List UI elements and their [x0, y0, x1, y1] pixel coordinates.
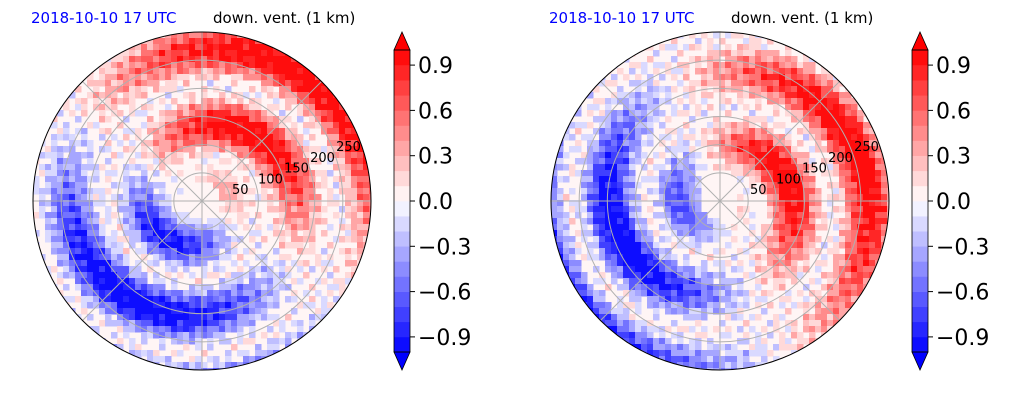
radial-tick-label: 200	[310, 151, 335, 166]
angular-gridline	[719, 200, 840, 321]
colorbar-level	[912, 201, 928, 217]
colorbar-level	[912, 246, 928, 262]
colorbar-level	[394, 140, 410, 156]
radial-tick-label: 200	[828, 151, 853, 166]
colorbar-level	[394, 321, 410, 338]
colorbar-tick-label: 0.9	[936, 54, 971, 79]
angular-gridline	[201, 200, 322, 321]
colorbar-extend-max	[393, 31, 411, 51]
colorbar-level	[394, 110, 410, 126]
angular-gridline	[82, 200, 203, 321]
radial-tick-label: 250	[336, 140, 361, 155]
colorbar-level	[912, 65, 928, 81]
colorbar-extend-min	[911, 351, 929, 371]
colorbar-level	[912, 170, 928, 187]
colorbar-tick-label: −0.6	[418, 281, 471, 306]
colorbar-level	[912, 80, 928, 96]
radial-tick-label: 50	[750, 183, 767, 198]
colorbar-level	[912, 231, 928, 247]
colorbar-level	[912, 125, 928, 141]
colorbar-level	[394, 65, 410, 81]
chart-title-date: 2018-10-10 17 UTC	[31, 9, 177, 27]
colorbar-tick-label: −0.9	[418, 326, 471, 351]
radial-tick-label: 100	[776, 172, 801, 187]
colorbar-tick-label: 0.0	[418, 190, 453, 215]
colorbar-tick-label: −0.9	[936, 326, 989, 351]
radial-tick-label: 100	[258, 172, 283, 187]
colorbar-level	[912, 140, 928, 156]
colorbar-tick-label: −0.6	[936, 281, 989, 306]
polar-chart-right: 2018-10-10 17 UTC down. vent. (1 km) 50 100…	[549, 9, 989, 371]
colorbar-tick-label: 0.3	[418, 145, 453, 170]
colorbar-level	[912, 155, 928, 172]
colorbar-tick-label: −0.3	[936, 235, 989, 260]
colorbar-level	[394, 170, 410, 187]
colorbar: 0.9 0.6 0.3 0.0 −0.3 −0.6 −0.9	[911, 31, 989, 371]
colorbar-level	[394, 306, 410, 323]
colorbar-level	[912, 276, 928, 292]
colorbar-level	[912, 110, 928, 126]
colorbar-level	[912, 95, 928, 111]
angular-gridline	[600, 81, 721, 202]
colorbar-tick-label: 0.6	[418, 99, 453, 124]
polar-grid	[551, 32, 889, 370]
colorbar-level	[912, 216, 928, 232]
colorbar-level	[394, 261, 410, 277]
angular-gridline	[82, 81, 203, 202]
colorbar-level	[912, 185, 928, 202]
radial-tick-label: 150	[284, 162, 309, 177]
polar-chart-left: 2018-10-10 17 UTC down. vent. (1 km) 50 100…	[31, 9, 471, 371]
radial-tick-label: 150	[802, 162, 827, 177]
colorbar-level	[912, 291, 928, 307]
radial-tick-label: 250	[854, 140, 879, 155]
polar-grid	[33, 32, 371, 370]
colorbar-extend-min	[393, 351, 411, 371]
colorbar-level	[394, 291, 410, 307]
colorbar-level	[912, 50, 928, 66]
colorbar-level	[912, 336, 928, 353]
colorbar-tick-label: 0.3	[936, 145, 971, 170]
colorbar-level	[394, 50, 410, 66]
polar-axis-border	[32, 31, 372, 371]
chart-title-variable: down. vent. (1 km)	[213, 9, 355, 27]
chart-panel-left: 2018-10-10 17 UTC down. vent. (1 km) 50 100…	[31, 9, 471, 371]
colorbar-level	[394, 276, 410, 292]
colorbar-level	[912, 321, 928, 338]
chart-title-variable: down. vent. (1 km)	[731, 9, 873, 27]
polar-axis-border	[550, 31, 890, 371]
colorbar-tick-label: 0.6	[936, 99, 971, 124]
chart-title-date: 2018-10-10 17 UTC	[549, 9, 695, 27]
angular-gridline	[201, 81, 322, 202]
colorbar-level	[394, 201, 410, 217]
colorbar-level	[394, 95, 410, 111]
angular-gridline	[719, 81, 840, 202]
colorbar-tick-label: 0.0	[936, 190, 971, 215]
radial-tick-label: 50	[232, 183, 249, 198]
colorbar-level	[912, 306, 928, 323]
colorbar-level	[912, 261, 928, 277]
colorbar-level	[394, 246, 410, 262]
colorbar-extend-max	[911, 31, 929, 51]
colorbar-level	[394, 185, 410, 202]
colorbar: 0.9 0.6 0.3 0.0 −0.3 −0.6 −0.9	[393, 31, 471, 371]
colorbar-tick-label: −0.3	[418, 235, 471, 260]
colorbar-level	[394, 155, 410, 172]
chart-panel-right: 2018-10-10 17 UTC down. vent. (1 km) 50 100…	[518, 0, 1036, 401]
colorbar-level	[394, 336, 410, 353]
angular-gridline	[600, 200, 721, 321]
colorbar-level	[394, 125, 410, 141]
colorbar-level	[394, 216, 410, 232]
colorbar-level	[394, 231, 410, 247]
colorbar-level	[394, 80, 410, 96]
colorbar-tick-label: 0.9	[418, 54, 453, 79]
